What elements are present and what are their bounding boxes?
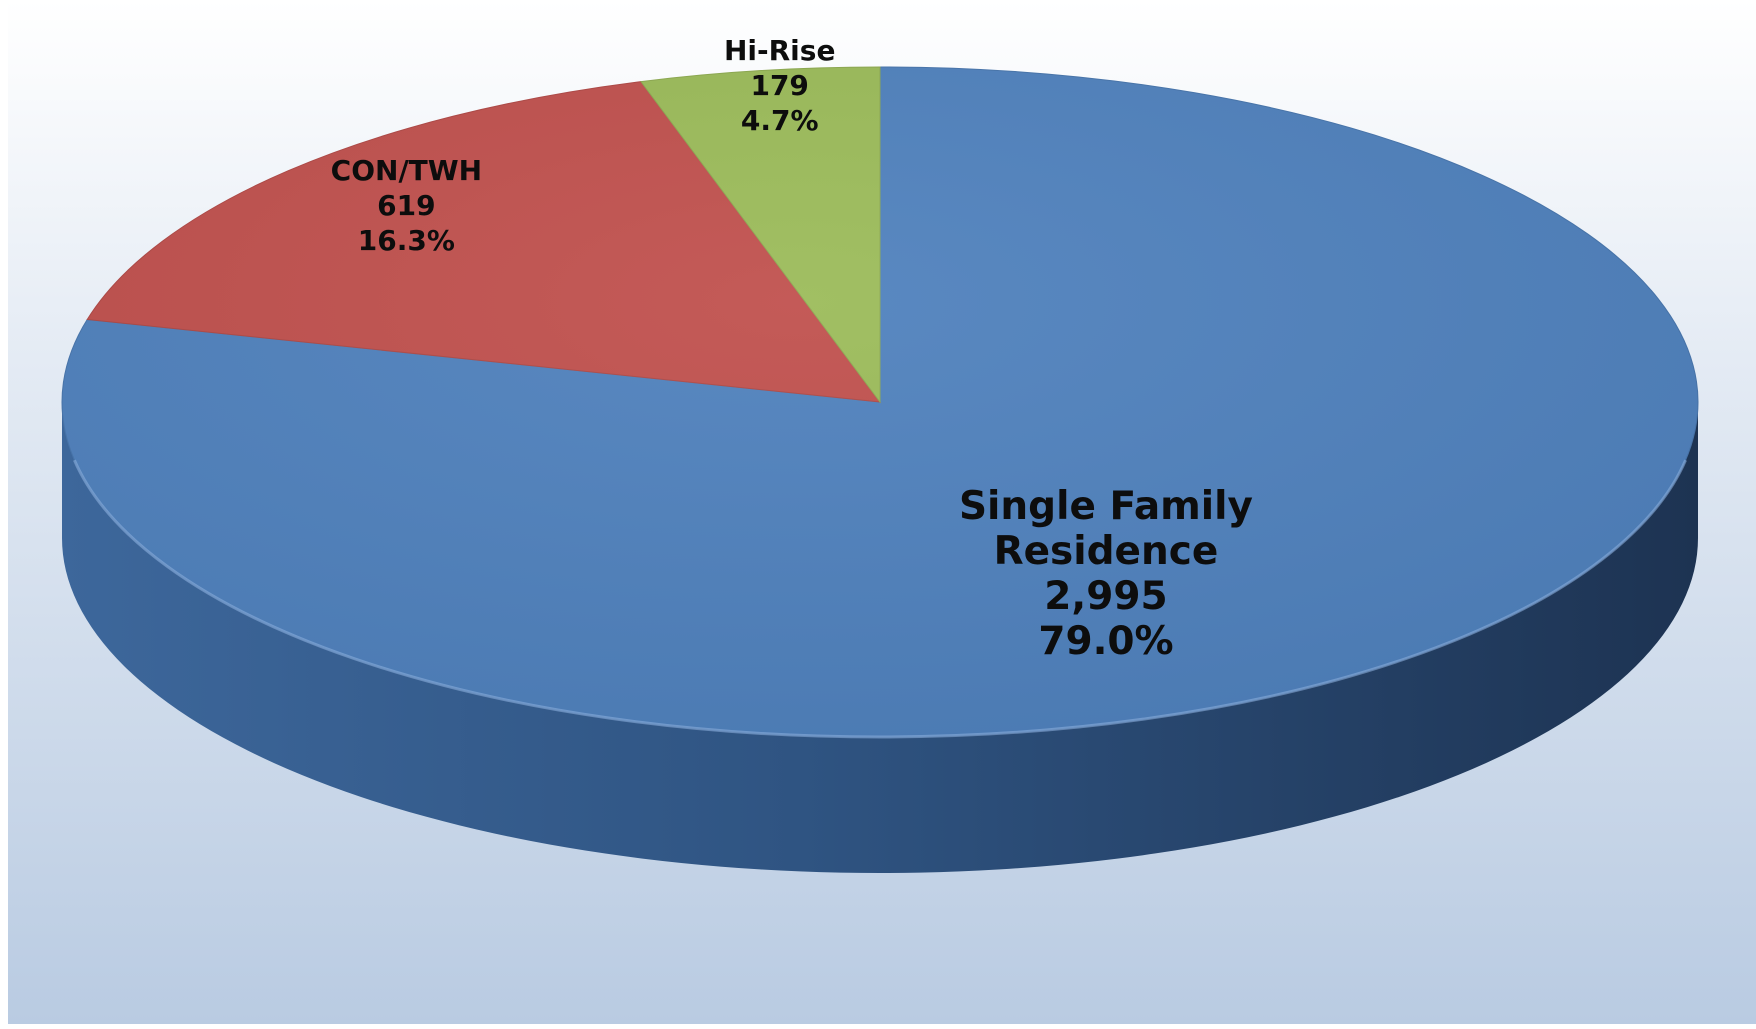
data-label-2-percent: 4.7%	[741, 104, 819, 137]
pie-side-layer	[62, 402, 1698, 873]
data-label-1-percent: 16.3%	[358, 224, 455, 257]
data-label-0-name-line-0: Single Family	[959, 484, 1253, 529]
pie-top-shading	[62, 67, 1698, 737]
data-label-0-percent: 79.0%	[1038, 619, 1173, 664]
data-label-0-value: 2,995	[1044, 574, 1167, 619]
data-label-0-name-line-1: Residence	[994, 529, 1219, 574]
data-label-2-value: 179	[750, 69, 808, 102]
data-label-2-name-line-0: Hi-Rise	[724, 34, 835, 67]
pie-side-0	[62, 402, 1698, 873]
data-label-1-name-line-0: CON/TWH	[331, 154, 482, 187]
data-label-1-value: 619	[377, 189, 435, 222]
pie-top-layer	[61, 66, 1699, 739]
pie-rim-highlight	[73, 459, 1687, 739]
